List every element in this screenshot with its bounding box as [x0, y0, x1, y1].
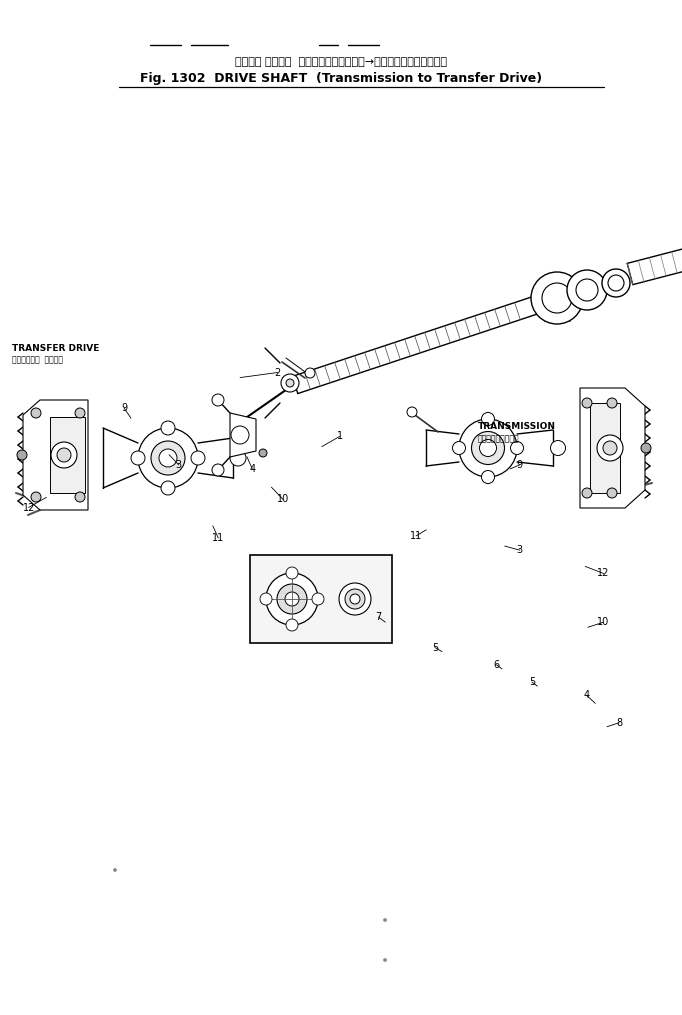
Text: Fig. 1302  DRIVE SHAFT  (Transmission to Transfer Drive): Fig. 1302 DRIVE SHAFT (Transmission to T…	[140, 71, 542, 84]
Text: 10: 10	[277, 494, 289, 504]
Text: 3: 3	[517, 545, 522, 555]
Ellipse shape	[151, 441, 185, 475]
Bar	[590, 403, 620, 493]
Ellipse shape	[51, 442, 77, 468]
Text: 4: 4	[250, 464, 255, 474]
Text: 6: 6	[494, 660, 499, 670]
Ellipse shape	[159, 449, 177, 467]
Ellipse shape	[603, 441, 617, 455]
Text: 2: 2	[274, 367, 281, 378]
Ellipse shape	[608, 275, 624, 291]
Ellipse shape	[481, 412, 494, 425]
Ellipse shape	[212, 394, 224, 406]
Ellipse shape	[138, 428, 198, 488]
Ellipse shape	[191, 451, 205, 465]
Ellipse shape	[607, 398, 617, 408]
Ellipse shape	[350, 594, 360, 604]
Ellipse shape	[641, 443, 651, 453]
Ellipse shape	[511, 442, 524, 455]
Ellipse shape	[281, 374, 299, 392]
Text: ドライブ シャフト  （トランスミッション→トランスファドライブ）: ドライブ シャフト （トランスミッション→トランスファドライブ）	[235, 57, 447, 67]
Ellipse shape	[312, 593, 324, 605]
Ellipse shape	[113, 869, 117, 872]
Ellipse shape	[266, 573, 318, 625]
Ellipse shape	[131, 451, 145, 465]
Ellipse shape	[259, 449, 267, 457]
Ellipse shape	[260, 593, 272, 605]
Text: 7: 7	[375, 612, 382, 622]
Ellipse shape	[17, 450, 27, 460]
Bar	[250, 555, 392, 642]
Ellipse shape	[161, 421, 175, 435]
Ellipse shape	[277, 584, 307, 614]
Ellipse shape	[31, 408, 41, 418]
Text: 10: 10	[597, 617, 610, 627]
Ellipse shape	[481, 471, 494, 483]
Ellipse shape	[576, 279, 598, 301]
Ellipse shape	[550, 441, 565, 456]
Ellipse shape	[212, 464, 224, 476]
Text: 4: 4	[584, 690, 589, 700]
Polygon shape	[580, 388, 645, 508]
Ellipse shape	[582, 398, 592, 408]
Ellipse shape	[285, 592, 299, 606]
Text: 12: 12	[23, 502, 35, 513]
Ellipse shape	[57, 448, 71, 462]
Text: 5: 5	[432, 642, 439, 653]
Ellipse shape	[383, 919, 387, 922]
Text: 9: 9	[517, 460, 522, 470]
Ellipse shape	[607, 488, 617, 498]
Ellipse shape	[161, 481, 175, 495]
Ellipse shape	[305, 368, 315, 378]
Ellipse shape	[230, 450, 246, 466]
Ellipse shape	[383, 958, 387, 961]
Ellipse shape	[602, 269, 630, 297]
Ellipse shape	[582, 488, 592, 498]
Text: 5: 5	[529, 677, 535, 687]
Text: 11: 11	[410, 531, 422, 541]
Ellipse shape	[75, 492, 85, 502]
Ellipse shape	[531, 272, 583, 324]
Ellipse shape	[31, 492, 41, 502]
Ellipse shape	[286, 567, 298, 579]
Bar	[50, 417, 85, 493]
Ellipse shape	[345, 589, 365, 609]
Ellipse shape	[459, 419, 517, 477]
Text: TRANSFER DRIVE: TRANSFER DRIVE	[12, 344, 100, 352]
Ellipse shape	[286, 619, 298, 631]
Ellipse shape	[452, 442, 466, 455]
Ellipse shape	[567, 270, 607, 310]
Ellipse shape	[231, 426, 249, 444]
Text: 12: 12	[597, 568, 610, 579]
Text: トランスミッション: トランスミッション	[477, 434, 519, 443]
Polygon shape	[23, 400, 88, 510]
Text: 3: 3	[176, 460, 181, 470]
Ellipse shape	[597, 435, 623, 461]
Text: 8: 8	[617, 718, 622, 728]
Text: 1: 1	[337, 431, 342, 442]
Ellipse shape	[339, 583, 371, 615]
Polygon shape	[230, 413, 256, 457]
Text: TRANSMISSION: TRANSMISSION	[477, 422, 555, 430]
Text: トランスファ  ドライブ: トランスファ ドライブ	[12, 356, 63, 364]
Ellipse shape	[471, 431, 505, 465]
Ellipse shape	[407, 407, 417, 417]
Ellipse shape	[286, 379, 294, 387]
Ellipse shape	[542, 283, 572, 313]
Text: 11: 11	[212, 533, 224, 543]
Text: 9: 9	[121, 403, 127, 413]
Ellipse shape	[479, 439, 496, 457]
Ellipse shape	[75, 408, 85, 418]
